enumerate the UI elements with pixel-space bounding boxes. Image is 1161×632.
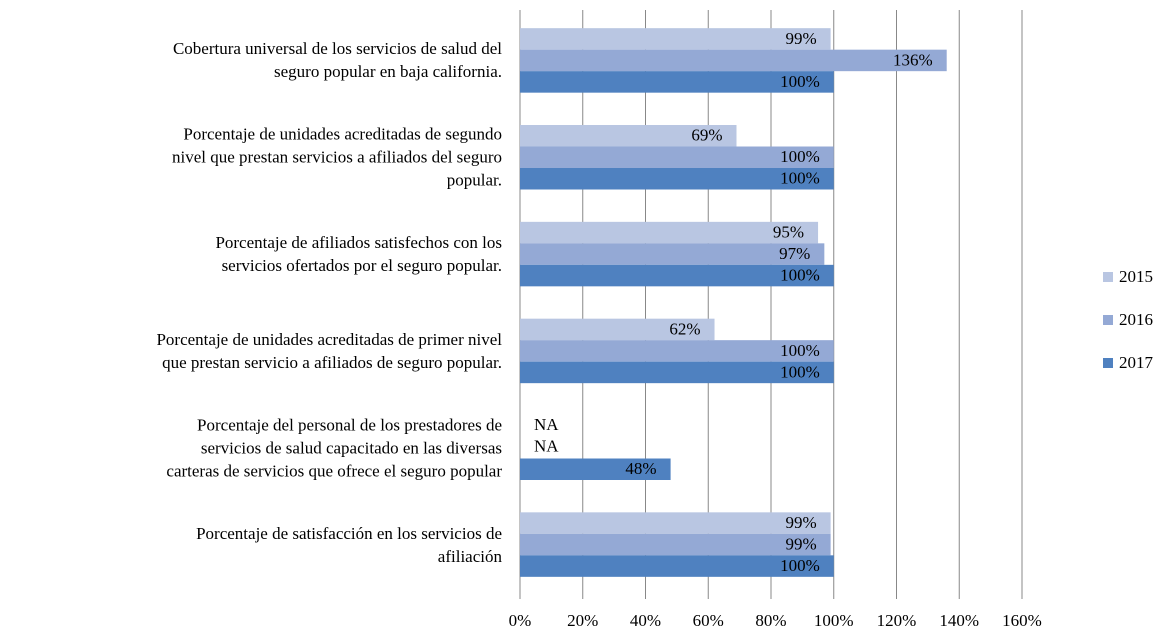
bar: [520, 361, 834, 384]
bar: [520, 146, 834, 168]
category-label: Porcentaje de afiliados satisfechos con …: [215, 233, 502, 276]
legend-label: 2016: [1119, 310, 1153, 329]
bar: [520, 168, 834, 190]
value-label: 100%: [780, 147, 820, 166]
x-tick-label: 100%: [814, 611, 854, 630]
x-tick-label: 140%: [939, 611, 979, 630]
category-label: Cobertura universal de los servicios de …: [172, 39, 502, 82]
bar: [520, 555, 834, 577]
value-label: 99%: [785, 29, 816, 48]
value-label: 69%: [691, 126, 722, 145]
value-label: 48%: [625, 459, 656, 478]
x-tick-label: 20%: [567, 611, 598, 630]
bar: [520, 28, 831, 50]
bar: [520, 318, 715, 341]
bar: [520, 221, 819, 244]
legend-label: 2017: [1119, 353, 1154, 372]
legend-swatch: [1103, 358, 1113, 368]
value-label: NA: [534, 437, 559, 456]
bar: [520, 125, 737, 147]
bar: [520, 243, 825, 265]
x-tick-label: 40%: [630, 611, 661, 630]
x-tick-label: 160%: [1002, 611, 1042, 630]
bar: [520, 458, 671, 480]
bar: [520, 340, 834, 362]
value-label: 100%: [780, 169, 820, 188]
category-label: Porcentaje de unidades acreditadas de se…: [172, 124, 502, 190]
bar: [520, 533, 831, 556]
value-label: 99%: [785, 534, 816, 553]
category-label: Porcentaje del personal de los prestador…: [166, 415, 502, 481]
value-label: 95%: [773, 222, 804, 241]
category-label: Porcentaje de unidades acreditadas de pr…: [156, 329, 502, 372]
legend-label: 2015: [1119, 267, 1153, 286]
value-label: 62%: [669, 319, 700, 338]
x-tick-label: 120%: [877, 611, 917, 630]
x-tick-label: 0%: [509, 611, 532, 630]
value-label: 100%: [780, 341, 820, 360]
value-label: 100%: [780, 265, 820, 284]
x-tick-label: 80%: [755, 611, 786, 630]
value-label: 100%: [780, 72, 820, 91]
value-label: 99%: [785, 513, 816, 532]
bar: [520, 71, 834, 93]
bar: [520, 49, 947, 72]
value-label: 100%: [780, 362, 820, 381]
category-label: Porcentaje de satisfacción en los servic…: [196, 523, 502, 566]
bar: [520, 512, 831, 534]
value-label: NA: [534, 415, 559, 434]
legend-swatch: [1103, 272, 1113, 282]
value-label: 136%: [893, 50, 933, 69]
x-tick-label: 60%: [693, 611, 724, 630]
legend-swatch: [1103, 315, 1113, 325]
value-label: 97%: [779, 244, 810, 263]
bar: [520, 264, 834, 287]
value-label: 100%: [780, 556, 820, 575]
